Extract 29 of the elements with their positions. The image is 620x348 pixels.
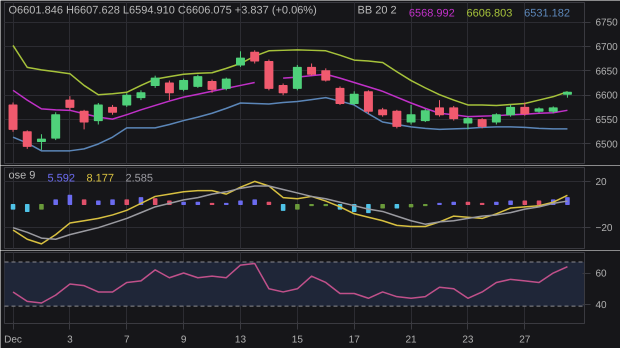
annotation: ose 9 xyxy=(8,170,36,182)
text: 6568.992 xyxy=(408,8,455,20)
x-tick-label: 15 xyxy=(292,334,304,346)
y-tick-label: 6500 xyxy=(596,139,618,150)
y-tick-label: 20 xyxy=(596,176,608,188)
x-tick-label: 21 xyxy=(406,334,418,346)
text: 6531.182 xyxy=(524,8,570,20)
x-tick-label: 9 xyxy=(180,334,187,346)
x-tick-label: Dec xyxy=(4,334,22,346)
text: 6606.803 xyxy=(466,8,512,20)
x-tick-label: 7 xyxy=(124,334,130,346)
x-tick-label: 23 xyxy=(462,334,474,346)
y-tick-label: 6550 xyxy=(596,115,618,126)
x-tick-label: 13 xyxy=(234,334,246,346)
y-tick-label: 6750 xyxy=(596,18,618,29)
y-tick-label: 40 xyxy=(596,300,608,312)
x-tick-label: 27 xyxy=(519,334,531,346)
x-tick-label: 17 xyxy=(348,334,360,346)
series-label: 5.592 xyxy=(48,172,76,184)
y-tick-label: 6650 xyxy=(596,66,618,78)
y-tick-label: 6700 xyxy=(596,42,618,53)
annotation: BB 20 2 xyxy=(358,4,397,16)
y-tick-label: 60 xyxy=(596,268,608,280)
text: 2.585 xyxy=(126,172,154,184)
y-tick-label: 6600 xyxy=(596,90,618,102)
y-tick-label: −20 xyxy=(596,223,613,234)
chart-subtitle: O6601.846 H6607.628 L6594.910 C6606.075 +3.837 (+0.06%) xyxy=(8,4,317,16)
x-tick-label: 3 xyxy=(67,334,74,346)
text: 8.177 xyxy=(86,172,114,184)
